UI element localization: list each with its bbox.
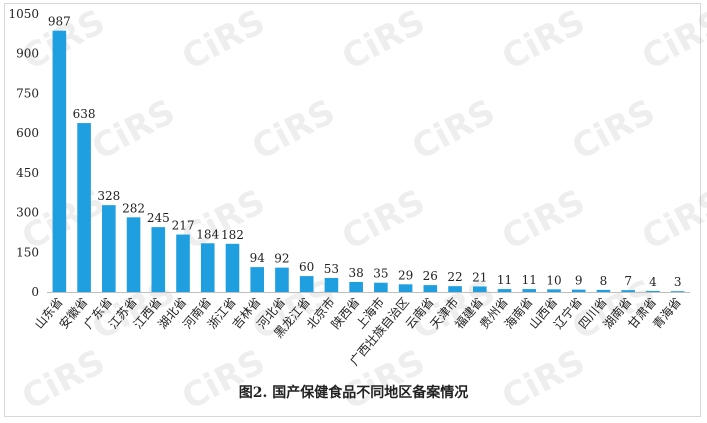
data-label: 245 [147,211,170,225]
data-label: 8 [600,274,608,288]
data-label: 26 [423,269,438,283]
bar [324,277,339,292]
bar [646,290,660,292]
data-label: 11 [522,273,537,287]
data-label: 92 [274,252,289,266]
bar [497,289,512,292]
bar [596,289,611,292]
bar [398,284,413,292]
data-label: 7 [624,274,632,288]
bar [102,205,116,292]
data-label: 29 [398,268,413,282]
data-label: 22 [447,270,462,284]
data-label: 328 [97,189,120,203]
data-label: 11 [497,273,512,287]
bar [423,285,438,292]
bar [52,30,67,293]
data-label: 94 [250,251,266,265]
bar [275,267,289,292]
y-tick-label: 300 [16,206,39,220]
data-label: 35 [373,267,388,281]
data-label: 53 [324,262,339,276]
y-tick-label: 600 [16,126,39,140]
data-label: 987 [48,15,71,29]
bar [77,123,91,292]
bar [621,290,635,292]
y-tick-label: 900 [16,47,39,61]
data-label: 184 [196,227,219,241]
bar [547,289,561,292]
bar [176,234,190,292]
data-label: 10 [546,273,561,287]
data-label: 60 [299,260,314,274]
bar [571,289,586,292]
data-label: 9 [575,274,583,288]
y-tick-label: 150 [16,245,39,259]
bar [151,227,166,292]
bar [448,286,462,292]
y-tick-label: 750 [16,86,39,100]
chart-frame [4,3,701,417]
bar [670,291,685,293]
bar [374,282,388,292]
bar [200,243,215,292]
data-label: 4 [649,275,657,289]
data-label: 217 [172,219,195,233]
data-label: 638 [73,107,96,121]
bar-chart: 01503004506007509001050987山东省638安徽省328广东… [8,7,690,368]
data-label: 21 [472,270,487,284]
x-tick-label: 青海省 [649,294,684,331]
bar [349,281,363,292]
data-label: 38 [348,266,363,280]
bar [225,243,240,292]
bar [250,267,265,292]
bar [522,289,537,292]
y-tick-label: 450 [16,166,39,180]
y-tick-label: 0 [31,285,39,299]
y-tick-label: 1050 [8,7,39,21]
bar [472,286,487,292]
figure-caption: 图2. 国产保健食品不同地区备案情况 [238,385,469,401]
data-label: 3 [674,275,682,289]
data-label: 182 [221,228,244,242]
bar [126,217,141,292]
bar [299,276,314,292]
data-label: 282 [122,201,145,215]
